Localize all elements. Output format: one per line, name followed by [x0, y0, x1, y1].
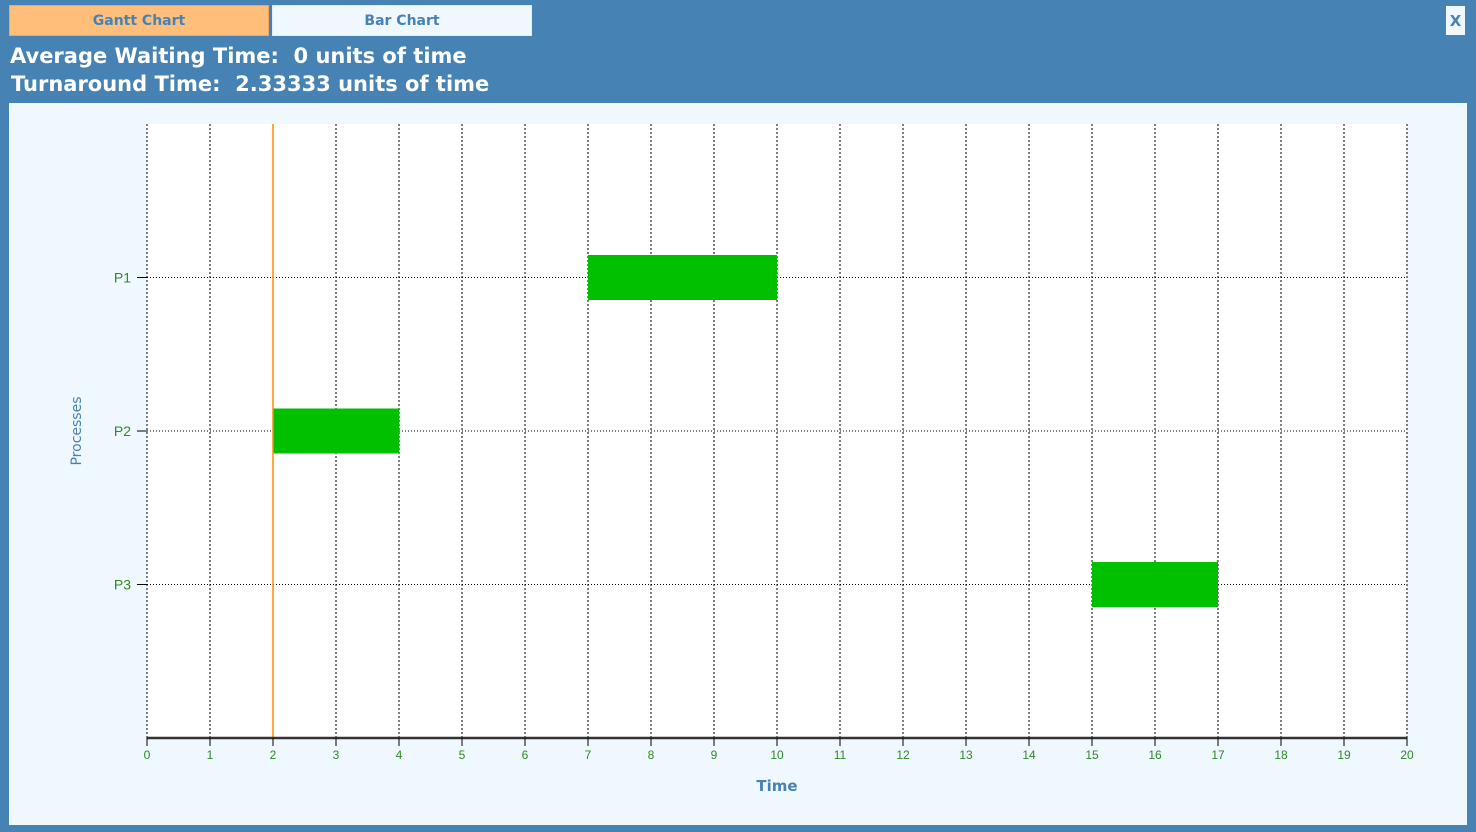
x-tick-label: 15 — [1085, 748, 1099, 762]
chart-panel: P1 P2 P3 0 1 2 3 4 5 6 7 8 9 10 11 12 13 14 15 16 17 18 19 20 Ti… — [9, 103, 1467, 825]
gantt-bar-p1 — [588, 255, 777, 300]
y-axis-title: Processes — [69, 396, 85, 465]
average-waiting-time: Average Waiting Time: 0 units of time — [10, 44, 467, 68]
x-tick-label: 1 — [207, 748, 214, 762]
x-tick-label: 8 — [648, 748, 655, 762]
tab-gantt-chart[interactable]: Gantt Chart — [9, 5, 269, 36]
x-tick-label: 20 — [1400, 748, 1414, 762]
x-tick-label: 14 — [1022, 748, 1036, 762]
y-tick-label: P1 — [114, 270, 131, 286]
x-tick-label: 12 — [896, 748, 910, 762]
x-tick-label: 18 — [1274, 748, 1288, 762]
y-tick-label: P2 — [114, 423, 131, 439]
tab-bar-chart[interactable]: Bar Chart — [272, 5, 532, 36]
x-tick-label: 5 — [459, 748, 466, 762]
gantt-bar-p3 — [1092, 562, 1218, 607]
x-tick-label: 17 — [1211, 748, 1225, 762]
x-tick-label: 16 — [1148, 748, 1162, 762]
x-axis-title: Time — [756, 777, 797, 795]
x-tick-label: 0 — [144, 748, 151, 762]
turnaround-time: Turnaround Time: 2.33333 units of time — [11, 72, 490, 96]
x-tick-label: 19 — [1337, 748, 1351, 762]
x-tick-label: 9 — [711, 748, 718, 762]
x-tick-label: 4 — [396, 748, 403, 762]
x-tick-label: 13 — [959, 748, 973, 762]
x-tick-label: 7 — [585, 748, 592, 762]
x-tick-label: 11 — [834, 748, 847, 762]
gantt-bar-p2 — [273, 408, 399, 454]
x-tick-label: 3 — [333, 748, 340, 762]
y-tick-label: P3 — [114, 577, 131, 593]
x-tick-label: 10 — [770, 748, 784, 762]
x-tick-label: 6 — [522, 748, 529, 762]
close-button[interactable]: X — [1446, 6, 1465, 35]
x-tick-label: 2 — [270, 748, 277, 762]
